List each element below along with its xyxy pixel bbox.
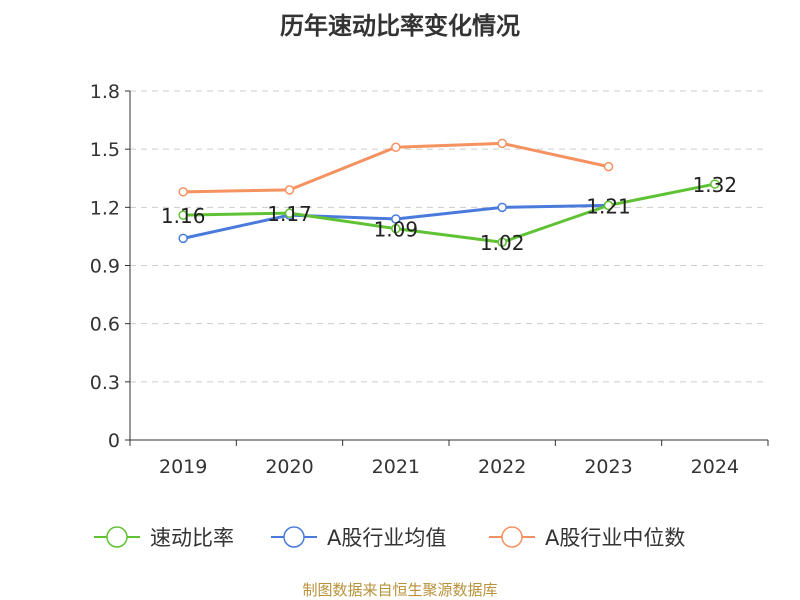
legend-label: A股行业中位数 <box>545 526 685 550</box>
series-point <box>178 210 188 220</box>
legend-item[interactable]: 速动比率 <box>94 526 234 550</box>
series-point <box>284 208 295 218</box>
legend-item[interactable]: A股行业中位数 <box>489 526 685 550</box>
data-label: 1.21 <box>586 194 631 218</box>
series-point <box>603 200 614 211</box>
y-tick-label: 1.5 <box>90 139 120 161</box>
series-point <box>497 202 507 213</box>
series-lines <box>178 138 720 247</box>
x-tick-label: 2020 <box>265 456 313 478</box>
y-tick-label: 1.2 <box>90 197 120 219</box>
series-point <box>284 185 295 195</box>
series-point <box>710 179 720 189</box>
legend: 速动比率 A股行业均值 A股行业中位数 <box>94 526 685 550</box>
y-tick-label: 0.6 <box>90 314 120 336</box>
series-point <box>391 223 401 234</box>
y-tick-label: 0.9 <box>90 256 120 278</box>
series-point <box>178 233 188 244</box>
series-point <box>497 237 507 247</box>
y-tick-label: 0.3 <box>90 372 120 394</box>
x-tick-label: 2022 <box>478 456 526 478</box>
chart-title: 历年速动比率变化情况 <box>280 12 520 40</box>
y-tick-label: 0 <box>108 430 120 452</box>
series-point <box>603 161 614 172</box>
series-point <box>391 214 401 224</box>
data-labels: 1.16 1.17 1.09 1.02 1.21 1.32 <box>161 173 737 255</box>
grid-lines <box>130 90 768 383</box>
legend-marker <box>106 526 128 548</box>
x-tick-label: 2019 <box>159 456 207 478</box>
data-label: 1.17 <box>267 202 312 226</box>
x-tick-label: 2023 <box>584 456 632 478</box>
legend-marker <box>501 526 523 548</box>
x-tick-label: 2024 <box>691 456 739 478</box>
data-label: 1.16 <box>161 204 206 228</box>
series-line <box>183 182 716 244</box>
data-label: 1.32 <box>693 173 738 197</box>
axes: 0 0.3 0.6 0.9 1.2 1.5 1.8 2019 2020 2021 2022 2023 2… <box>90 81 769 478</box>
legend-marker <box>283 526 305 548</box>
data-label: 1.02 <box>480 231 525 255</box>
legend-label: A股行业均值 <box>327 526 446 550</box>
legend-item[interactable]: A股行业均值 <box>271 526 446 550</box>
data-label: 1.09 <box>374 218 419 242</box>
series-point <box>391 142 401 152</box>
series-point <box>178 187 188 197</box>
source-note: 制图数据来自恒生聚源数据库 <box>302 581 498 599</box>
x-tick-label: 2021 <box>372 456 420 478</box>
y-tick-label: 1.8 <box>90 81 120 103</box>
legend-label: 速动比率 <box>150 526 234 550</box>
series-point <box>497 138 507 149</box>
